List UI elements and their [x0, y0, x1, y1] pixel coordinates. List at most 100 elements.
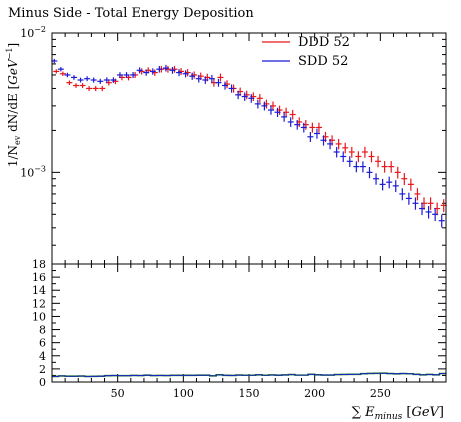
x-tick-label: 50 [111, 387, 125, 400]
data-point [313, 128, 320, 139]
data-point [412, 197, 419, 210]
data-point [57, 67, 64, 72]
ratio-line-overlay [52, 372, 446, 377]
data-point [256, 94, 263, 103]
x-tick-label: 250 [370, 387, 391, 400]
data-point [90, 77, 97, 83]
data-point [110, 77, 117, 83]
data-point [169, 66, 176, 74]
data-point [287, 117, 294, 127]
data-point [392, 180, 399, 193]
data-point [399, 188, 406, 201]
legend-sdd-label: SDD 52 [298, 54, 348, 69]
ratio-series [52, 372, 446, 378]
data-point [414, 188, 421, 201]
data-point [419, 202, 426, 216]
main-axis-ticks [52, 32, 446, 264]
data-point [427, 197, 434, 210]
data-point [130, 72, 137, 79]
data-point [162, 64, 169, 72]
data-point [103, 77, 110, 83]
data-point [208, 74, 215, 83]
data-point [215, 78, 222, 87]
data-point [361, 146, 368, 158]
data-point [70, 75, 77, 80]
ratio-tick-label: 2 [39, 363, 46, 376]
data-point [254, 99, 261, 109]
data-point [116, 72, 123, 78]
ratio-tick-label: 12 [32, 297, 46, 310]
data-point [86, 86, 93, 91]
data-point [84, 76, 91, 82]
data-point [368, 151, 375, 163]
data-point [438, 214, 445, 228]
data-point [407, 178, 414, 191]
y-tick-label: 10−2 [20, 25, 46, 40]
main-plot-frame [51, 32, 447, 265]
data-point [149, 68, 156, 75]
data-point [99, 85, 106, 92]
data-point [388, 161, 395, 173]
data-point [235, 90, 242, 100]
ratio-axis-ticks [52, 263, 446, 383]
y-axis-label: 1/Nev dN/dE [GeV−1] [5, 43, 22, 167]
data-point [300, 122, 307, 133]
data-point [267, 105, 274, 115]
data-point [315, 122, 322, 133]
data-point [327, 138, 334, 150]
data-point [320, 135, 327, 146]
data-point [97, 78, 104, 85]
data-point [92, 85, 99, 92]
data-point [283, 107, 290, 118]
data-point [59, 71, 66, 76]
x-tick-label: 100 [173, 387, 194, 400]
data-point [333, 146, 340, 158]
x-tick-labels: 50 100 150 200 250 [111, 387, 391, 400]
ratio-tick-label: 4 [39, 350, 46, 363]
ratio-plot-frame [51, 263, 447, 383]
data-point [228, 84, 235, 93]
data-point [189, 72, 196, 80]
x-axis-label: ∑ Eminus [GeV] [352, 405, 444, 422]
data-point [261, 101, 268, 111]
y-tick-labels: 10−2 10−3 [20, 25, 46, 179]
data-point [381, 161, 388, 173]
data-point [309, 122, 316, 133]
data-point [307, 132, 314, 142]
x-tick-label: 200 [304, 387, 325, 400]
legend: DDD 52 SDD 52 [262, 35, 350, 69]
data-point [366, 167, 373, 179]
legend-ddd-label: DDD 52 [298, 35, 350, 50]
ratio-tick-label: 8 [39, 324, 46, 337]
data-point [123, 72, 130, 78]
data-point [355, 151, 362, 163]
data-point [342, 142, 349, 154]
data-point [202, 76, 209, 84]
data-point [156, 65, 163, 73]
svg-text:1/Nev dN/dE [GeV−1]: 1/Nev dN/dE [GeV−1] [5, 43, 22, 167]
svg-text:∑ Eminus [GeV]: ∑ Eminus [GeV] [352, 405, 444, 422]
data-point [335, 138, 342, 150]
data-point [72, 83, 79, 88]
data-point [346, 156, 353, 167]
x-tick-label: 150 [239, 387, 260, 400]
data-point [432, 208, 439, 221]
data-point [136, 67, 143, 74]
data-point [195, 75, 202, 83]
data-point [222, 81, 229, 90]
data-point [405, 192, 412, 205]
data-point [294, 120, 301, 130]
data-point [176, 69, 183, 77]
data-point [353, 161, 360, 173]
data-point [281, 112, 288, 122]
ratio-tick-label: 10 [32, 310, 46, 323]
ratio-tick-label: 18 [32, 258, 46, 271]
data-point [274, 107, 281, 118]
data-point [64, 72, 71, 78]
data-point [373, 173, 380, 185]
data-point [425, 205, 432, 219]
data-point [241, 92, 248, 101]
data-point [359, 161, 366, 173]
